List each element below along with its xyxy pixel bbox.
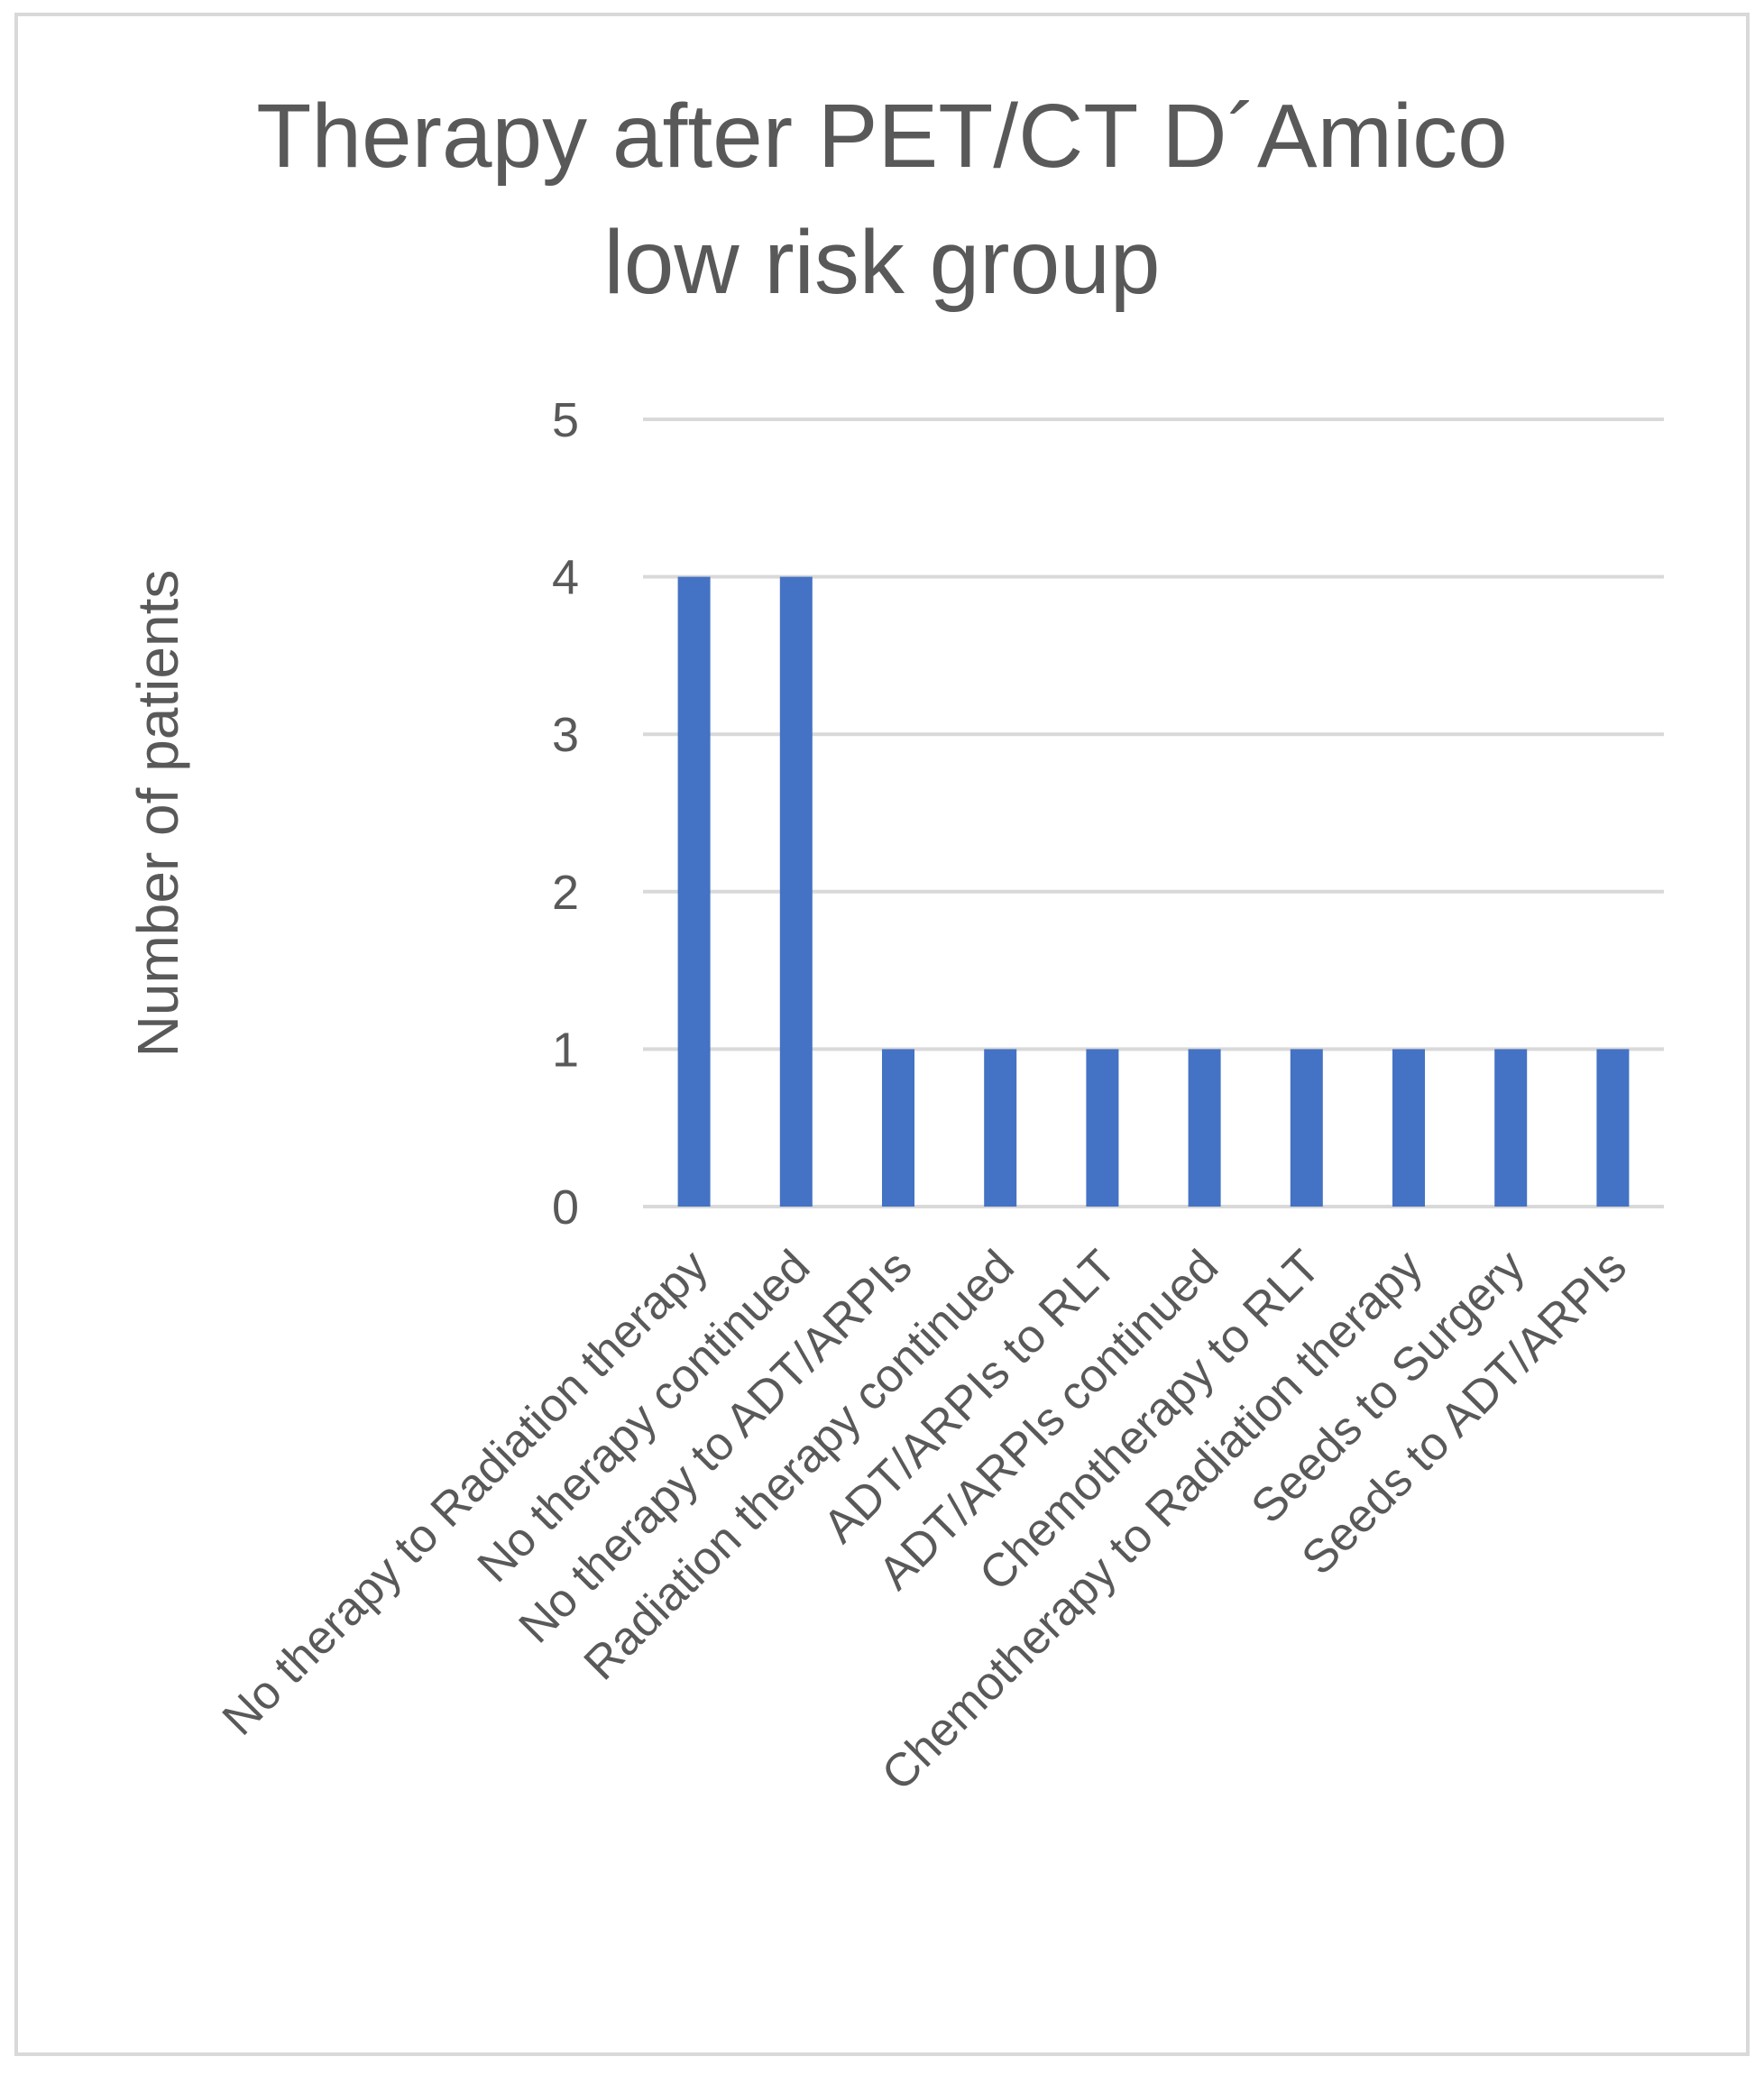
y-tick-label: 0 <box>552 1180 579 1235</box>
y-tick-label: 5 <box>552 393 579 447</box>
bar <box>1392 1049 1425 1207</box>
bar <box>779 576 813 1207</box>
x-category-label: No therapy to ADT/ARPIs <box>510 1240 923 1653</box>
bar <box>1494 1049 1528 1207</box>
y-axis-label: Number of patients <box>125 570 190 1058</box>
chart-title-line-1: Therapy after PET/CT D´Amico <box>256 86 1507 187</box>
bar <box>984 1049 1017 1207</box>
chart-title: Therapy after PET/CT D´Amico low risk gr… <box>256 86 1507 313</box>
bar <box>677 576 711 1207</box>
y-axis-ticks: 0 1 2 3 4 5 <box>552 393 579 1235</box>
bar <box>1188 1049 1221 1207</box>
bar <box>882 1049 914 1207</box>
y-tick-label: 2 <box>552 866 579 920</box>
y-tick-label: 3 <box>552 708 579 762</box>
chart-title-line-2: low risk group <box>604 212 1161 313</box>
chart-frame <box>14 13 1750 2056</box>
bar <box>1086 1049 1119 1207</box>
gridlines <box>643 418 1664 1208</box>
bar <box>1290 1049 1323 1207</box>
bars <box>677 576 1630 1207</box>
y-tick-label: 4 <box>552 551 579 605</box>
bar <box>1596 1049 1630 1207</box>
y-tick-label: 1 <box>552 1023 579 1077</box>
